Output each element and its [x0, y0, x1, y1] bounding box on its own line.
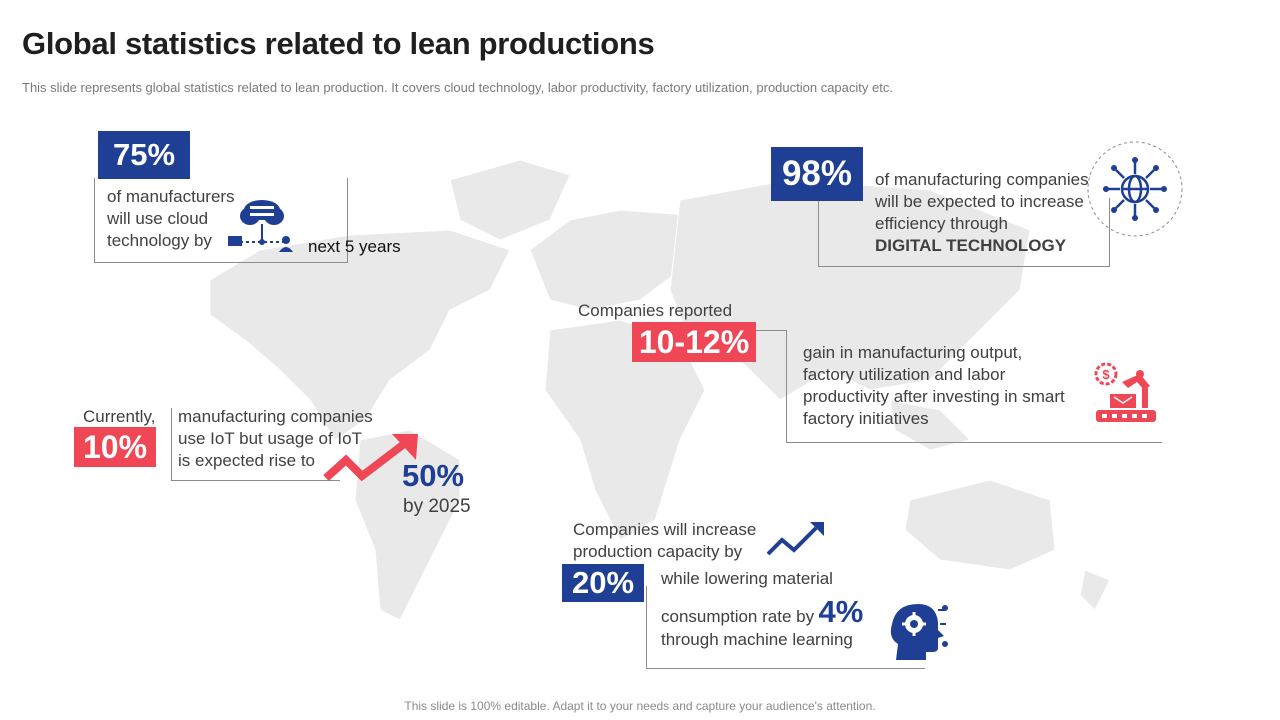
digital-stat-emphasis: DIGITAL TECHNOLOGY	[875, 236, 1067, 255]
iot-stat-line: use IoT but usage of IoT	[178, 429, 362, 448]
capacity-stat-line: production capacity by	[573, 542, 743, 561]
page-subtitle: This slide represents global statistics …	[22, 80, 893, 95]
map-north-america	[209, 229, 511, 441]
capacity-stat-text: Companies will increase production capac…	[573, 519, 756, 563]
capacity-stat-line: Companies will increase	[573, 520, 757, 539]
output-stat-line: gain in manufacturing output,	[803, 343, 1023, 362]
robot-arm-icon: $	[1094, 362, 1156, 422]
map-south-america	[354, 429, 461, 621]
output-stat-line: productivity after investing in smart	[803, 387, 1065, 406]
output-stat-connector	[756, 330, 786, 331]
digital-stat-value: 98%	[771, 147, 863, 201]
capacity-detail-line3: through machine learning	[661, 630, 853, 649]
capacity-detail-line1: while lowering material	[661, 569, 833, 588]
page-title: Global statistics related to lean produc…	[22, 26, 655, 61]
capacity-detail-row: consumption rate by 4%	[661, 594, 863, 630]
map-southeast-asia	[889, 399, 971, 451]
digital-globe-icon	[1087, 141, 1183, 237]
iot-target-value: 50%	[402, 458, 465, 493]
iot-stat-frame	[171, 408, 340, 481]
digital-stat-text: of manufacturing companies will be expec…	[875, 169, 1089, 257]
cloud-stat-suffix: next 5 years	[308, 237, 401, 256]
output-stat-prefix: Companies reported	[578, 301, 733, 320]
digital-stat-line: will be expected to increase	[875, 192, 1084, 211]
iot-stat-line: is expected rise to	[178, 451, 316, 470]
cloud-stat-line: technology by	[107, 231, 212, 250]
map-new-zealand	[1079, 569, 1111, 611]
output-stat-value: 10-12%	[632, 322, 756, 362]
output-stat-line: factory utilization and labor	[803, 365, 1006, 384]
capacity-stat-frame	[646, 586, 925, 669]
output-stat-line: factory initiatives	[803, 409, 929, 428]
cloud-stat-value: 75%	[98, 131, 190, 179]
cloud-stat-line: will use cloud	[107, 209, 209, 228]
trend-up-arrow-icon	[323, 434, 418, 482]
digital-stat-line: efficiency through	[875, 214, 1008, 233]
output-stat-text: gain in manufacturing output, factory ut…	[803, 342, 1065, 430]
output-stat-frame	[786, 330, 1162, 443]
map-europe	[529, 209, 691, 311]
map-greenland	[449, 159, 571, 241]
digital-stat-line: of manufacturing companies	[875, 170, 1089, 189]
map-australia	[904, 479, 1056, 571]
iot-stat-line: manufacturing companies	[178, 407, 373, 426]
iot-target-label: by 2025	[403, 496, 471, 517]
world-map	[209, 159, 1111, 621]
iot-stat-value: 10%	[74, 427, 156, 467]
trend-line-arrow-icon	[766, 522, 824, 556]
iot-stat-text: manufacturing companies use IoT but usag…	[178, 406, 373, 472]
iot-stat-prefix: Currently,	[83, 407, 156, 426]
cloud-stat-line: of manufacturers	[107, 187, 235, 206]
cloud-network-icon	[228, 200, 293, 252]
capacity-detail-line2: consumption rate by	[661, 607, 815, 626]
cloud-stat-text: of manufacturers will use cloud technolo…	[107, 186, 235, 252]
cloud-stat-frame	[94, 178, 348, 263]
digital-stat-frame	[818, 198, 1110, 267]
capacity-detail-value: 4%	[818, 594, 864, 629]
ai-head-gear-icon	[890, 604, 948, 660]
svg-text:$: $	[1102, 367, 1110, 382]
capacity-stat-value: 20%	[562, 564, 644, 602]
footer-note: This slide is 100% editable. Adapt it to…	[404, 699, 876, 713]
